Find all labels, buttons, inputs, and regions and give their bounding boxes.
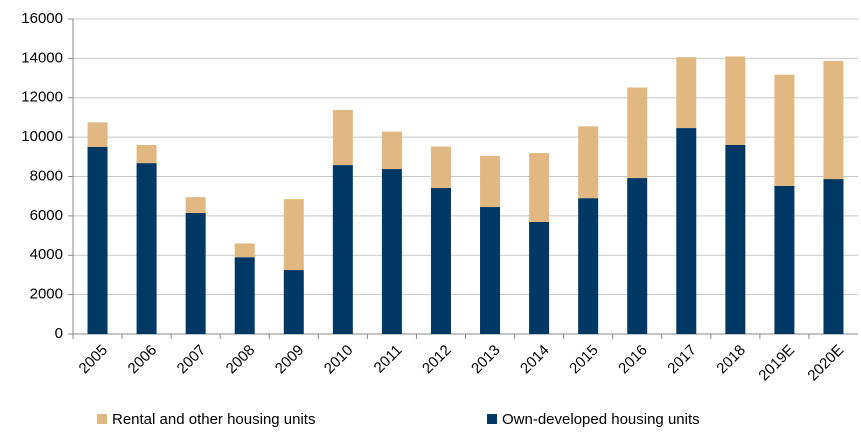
bar-segment [87,146,108,334]
x-tick-label: 2016 [615,342,651,378]
bar-segment [676,57,697,129]
bar-segment [823,60,844,180]
bar-segment [480,207,501,334]
bar-segment [627,87,648,179]
x-tick-label: 2007 [174,342,210,378]
x-tick-label: 2012 [419,342,455,378]
x-tick-label: 2017 [664,342,700,378]
bar-segment [332,165,353,334]
x-tick-label: 2015 [566,342,602,378]
bar-segment [234,243,255,258]
bar-segment [823,179,844,334]
y-tick-label: 10000 [21,128,63,145]
x-tick-label: 2008 [223,342,259,378]
legend-swatch [487,414,497,424]
bar-segment [185,212,206,334]
x-tick-label: 2011 [371,342,406,377]
x-tick-label: 2005 [76,342,112,378]
bar-segment [283,199,304,271]
bar-segment [136,145,157,164]
bar-segment [381,131,402,170]
bar-segment [332,109,353,166]
y-tick-label: 12000 [21,89,63,106]
y-tick-label: 8000 [30,167,63,184]
bar-segment [725,56,746,145]
bar-segment [774,185,795,334]
x-tick-label: 2009 [272,342,308,378]
y-tick-label: 14000 [21,49,63,66]
y-tick-label: 4000 [30,246,63,263]
bar-segment [430,187,451,334]
x-tick-label: 2019E [755,342,798,385]
bar-segment [774,74,795,186]
legend-swatch [97,414,107,424]
x-tick-label: 2014 [517,342,553,378]
bar-segment [578,126,599,199]
bar-segment [725,145,746,334]
x-tick-label: 2010 [321,342,357,378]
legend-label: Own-developed housing units [502,411,700,428]
bar-segment [136,163,157,334]
bar-segment [529,153,550,222]
bar-segment [381,169,402,334]
x-tick-label: 2018 [713,342,749,378]
legend-label: Rental and other housing units [112,411,315,428]
bar-segment [578,198,599,334]
bar-segment [529,221,550,334]
bar-segment [185,197,206,213]
bar-segment [283,270,304,334]
y-tick-label: 16000 [21,10,63,27]
bar-segment [676,128,697,334]
bar-segment [87,122,108,147]
y-tick-label: 0 [55,325,63,342]
x-tick-label: 2006 [125,342,161,378]
bar-segment [234,257,255,334]
bar-segment [480,155,501,208]
y-tick-label: 6000 [30,207,63,224]
x-tick-label: 2013 [468,342,504,378]
bar-segment [627,178,648,334]
y-tick-label: 2000 [30,286,63,303]
bar-segment [430,146,451,188]
x-tick-label: 2020E [804,342,847,385]
